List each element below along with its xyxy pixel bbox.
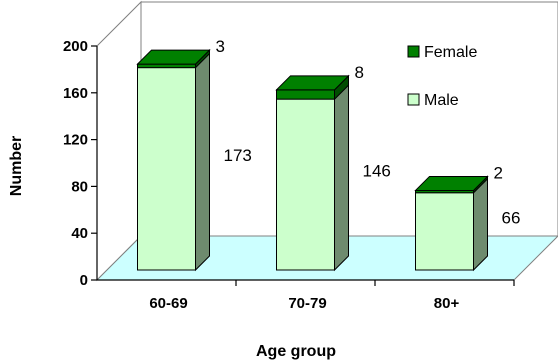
- y-tick-label: 120: [63, 132, 88, 149]
- y-tick-label: 80: [71, 178, 88, 195]
- data-label-female: 8: [355, 63, 364, 82]
- chart-bars: [136, 48, 489, 272]
- x-tick-label: 60-69: [149, 295, 187, 312]
- chart-axes: 0 40 80 120 160 200: [63, 38, 515, 289]
- bar-male-side-80+: [473, 177, 488, 272]
- y-tick-label: 0: [80, 272, 88, 289]
- chart-labels: 60-69 173 3 70-79 146 8 80+ 66 2: [149, 37, 520, 312]
- y-tick-label: 40: [71, 225, 88, 242]
- data-label-male: 66: [502, 208, 521, 227]
- bar-male-70-79: [276, 98, 335, 271]
- bar-top-70-79: [275, 75, 350, 91]
- bar-top-80+: [414, 175, 489, 191]
- data-label-female: 3: [216, 37, 225, 56]
- y-tick-label: 160: [63, 85, 88, 102]
- bar-female-60-69: [137, 63, 196, 69]
- bar-male-side-60-69: [195, 52, 210, 272]
- bar-male-60-69: [137, 67, 196, 271]
- x-tick-label: 70-79: [288, 295, 326, 312]
- y-axis-title: Number: [8, 136, 25, 196]
- legend-label-female: Female: [424, 44, 477, 61]
- bar-female-70-79: [276, 89, 335, 100]
- bar-male-side-70-79: [334, 83, 349, 272]
- bar-male-80+: [415, 192, 474, 271]
- legend: Female Male: [407, 44, 477, 109]
- side-wall: [96, 0, 142, 282]
- x-axis-title: Age group: [256, 343, 336, 360]
- bar-top-60-69: [136, 49, 211, 65]
- x-tick-label: 80+: [434, 295, 460, 312]
- legend-swatch-male: [407, 93, 420, 106]
- legend-label-male: Male: [424, 92, 459, 109]
- legend-swatch-female: [407, 45, 420, 58]
- data-label-female: 2: [494, 163, 503, 182]
- data-label-male: 146: [363, 162, 391, 181]
- data-label-male: 173: [224, 146, 252, 165]
- y-tick-label: 200: [63, 38, 88, 55]
